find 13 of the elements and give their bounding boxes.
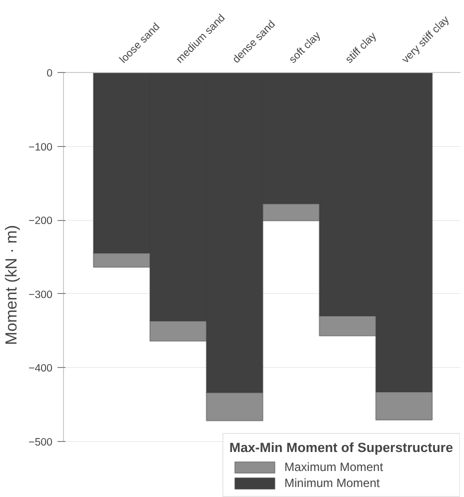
y-tick-label: −400 [28, 362, 53, 375]
legend-label: Maximum Moment [284, 460, 384, 474]
legend-title: Max-Min Moment of Superstructure [229, 440, 453, 455]
legend-label: Minimum Moment [284, 476, 380, 490]
x-tick-label: stiff clay [343, 30, 380, 66]
y-tick-label: 0 [46, 68, 53, 80]
y-axis-title: Moment (kN · m) [3, 225, 20, 345]
y-tick-label: −200 [28, 215, 53, 228]
y-tick-label: −100 [28, 141, 53, 154]
y-tick-label: −300 [28, 288, 53, 301]
x-tick-label: soft clay [286, 29, 324, 66]
x-tick-label: very stiff clay [400, 13, 452, 66]
y-tick-label: −500 [28, 436, 53, 448]
